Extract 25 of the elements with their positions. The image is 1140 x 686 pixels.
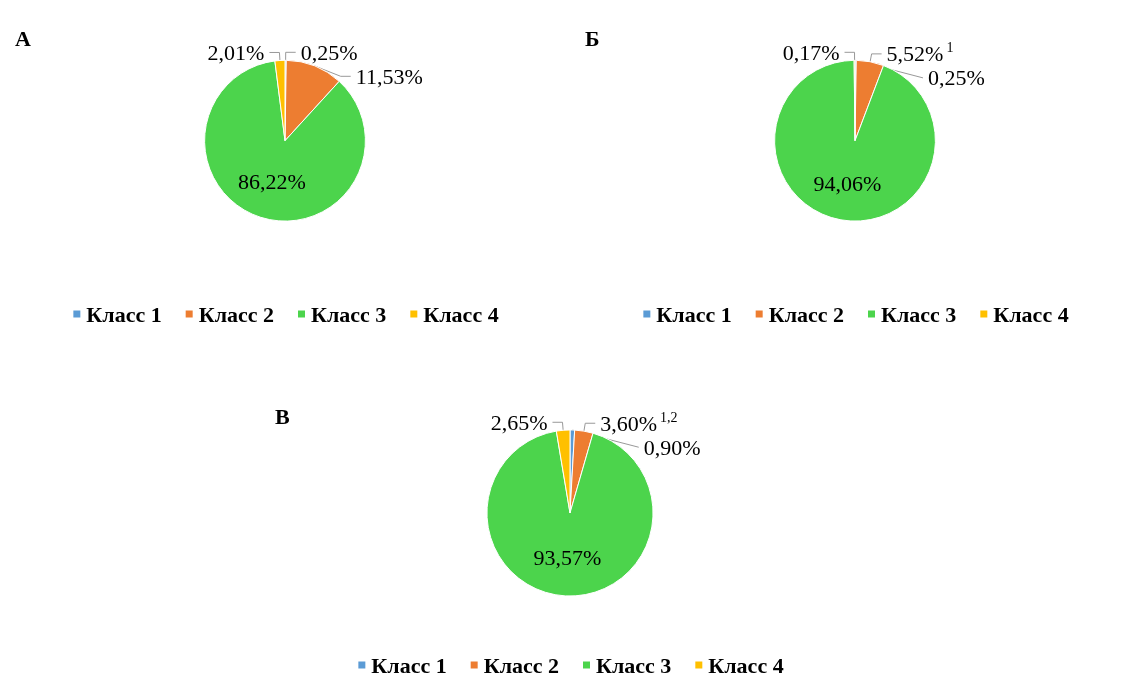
data-label: 86,22% — [238, 169, 306, 195]
legend-label: Класс 1 — [656, 301, 732, 327]
data-label: 2,65% — [490, 409, 548, 435]
data-label: 0,90% — [643, 434, 701, 460]
chart-title: А — [15, 25, 31, 51]
data-label: 0,25% — [927, 65, 985, 91]
data-label: 94,06% — [813, 170, 882, 196]
legend-label: Класс 2 — [483, 652, 559, 678]
legend-label: Класс 4 — [993, 301, 1069, 327]
legend-label: Класс 3 — [311, 301, 387, 327]
legend-label: Класс 3 — [881, 301, 957, 327]
legend-label: Класс 2 — [768, 301, 844, 327]
data-label: 0,25% — [300, 39, 358, 65]
legend-label: Класс 4 — [423, 301, 499, 327]
data-label: 2,01% — [207, 39, 265, 65]
data-label: 0,17% — [782, 39, 840, 65]
data-label: 11,53% — [355, 63, 423, 89]
legend-label: Класс 1 — [86, 301, 162, 327]
legend-label: Класс 4 — [708, 652, 784, 678]
legend-label: Класс 2 — [198, 301, 274, 327]
data-label: 93,57% — [533, 544, 602, 570]
legend-label: Класс 1 — [371, 652, 447, 678]
chart-title: Б — [585, 25, 600, 51]
chart-title: В — [275, 403, 290, 429]
legend-label: Класс 3 — [596, 652, 672, 678]
